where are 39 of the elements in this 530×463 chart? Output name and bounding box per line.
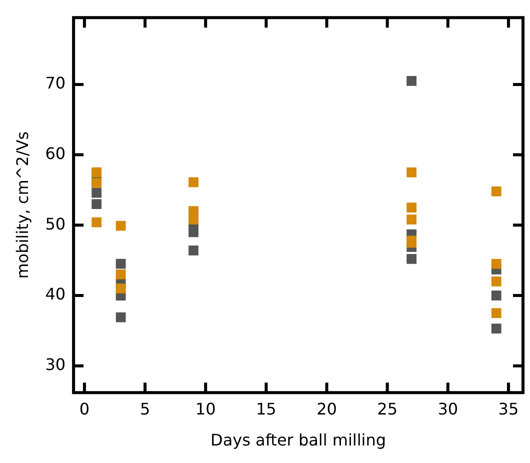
- y-tick-label: 40: [45, 284, 66, 304]
- x-tick-label: 5: [140, 399, 150, 418]
- point: [188, 227, 198, 238]
- y-tick-label: 50: [45, 214, 66, 234]
- point: [491, 258, 502, 269]
- y-tick-label: 70: [45, 74, 66, 93]
- point: [116, 284, 126, 294]
- point: [491, 308, 502, 318]
- point: [406, 202, 416, 213]
- x-tick-label: 0: [79, 399, 90, 418]
- point: [116, 258, 126, 269]
- x-tick-label: 25: [377, 399, 398, 418]
- point: [116, 312, 126, 322]
- point: [491, 276, 502, 286]
- point: [92, 217, 102, 228]
- point: [406, 76, 416, 86]
- x-tick-label: 35: [498, 399, 519, 418]
- point: [92, 167, 102, 178]
- point: [92, 199, 102, 209]
- x-tick-label: 15: [256, 399, 276, 418]
- point: [92, 188, 102, 198]
- point: [188, 177, 198, 188]
- point: [491, 324, 502, 334]
- point: [188, 214, 198, 224]
- point: [116, 269, 126, 280]
- y-tick-label: 30: [45, 355, 66, 374]
- y-tick-label: 60: [45, 144, 66, 163]
- x-tick-label: 20: [316, 399, 337, 418]
- point: [116, 220, 126, 231]
- point: [406, 254, 416, 264]
- point: [406, 167, 416, 178]
- x-axis-title: Days after ball milling: [210, 430, 386, 450]
- y-axis-title: mobility, cm^2/Vs: [12, 131, 32, 279]
- x-tick-label: 30: [438, 399, 458, 418]
- point: [491, 290, 502, 300]
- point: [406, 214, 416, 224]
- x-tick-label: 10: [195, 399, 216, 418]
- point: [188, 246, 198, 256]
- point: [491, 186, 502, 196]
